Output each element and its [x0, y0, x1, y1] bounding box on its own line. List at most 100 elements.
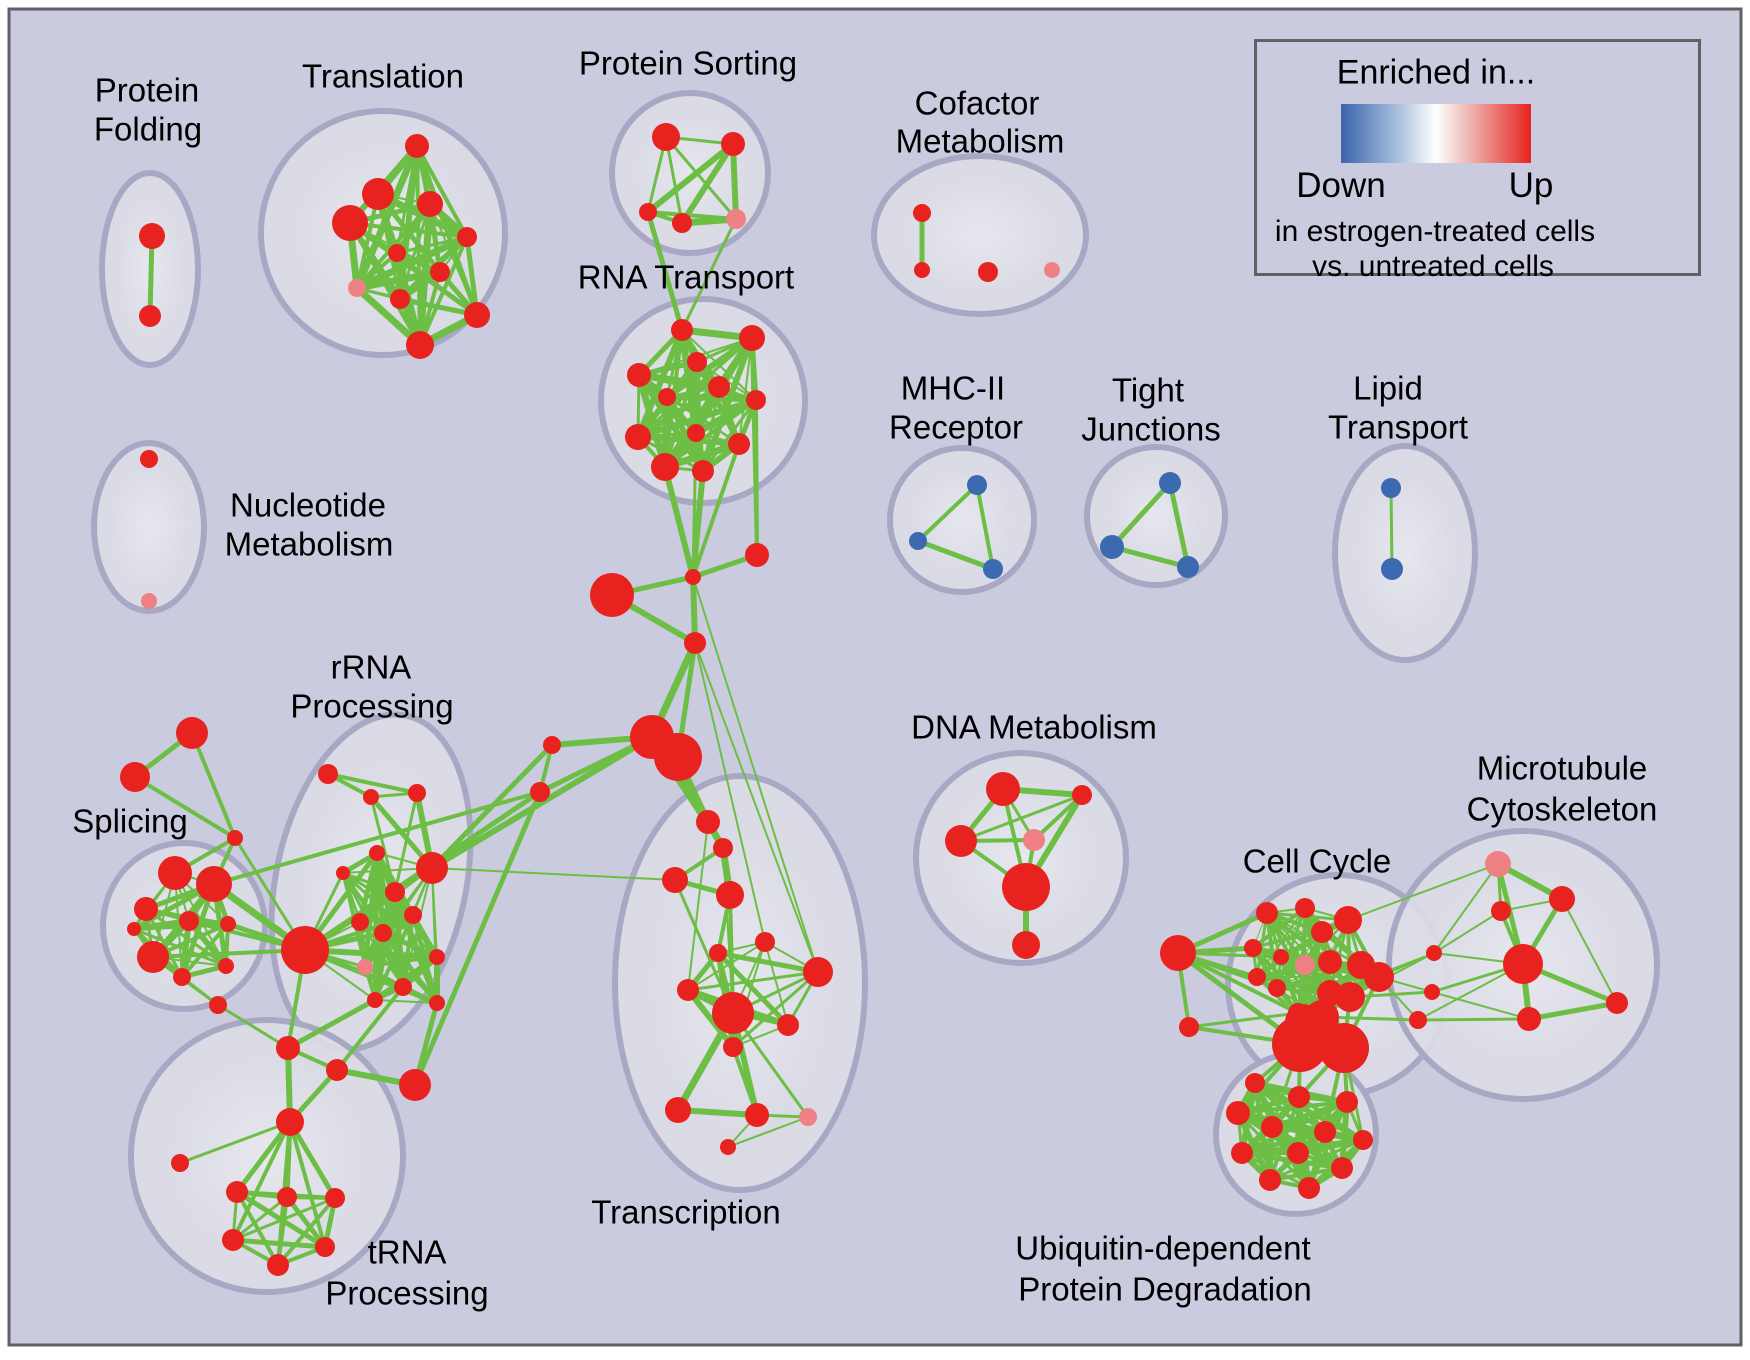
network-edge — [915, 538, 996, 572]
network-node-c2 — [530, 782, 550, 802]
network-node-rt5 — [708, 376, 730, 398]
network-node-rt7 — [746, 390, 766, 410]
network-edge — [151, 948, 307, 959]
network-node-u6 — [1314, 1121, 1336, 1143]
network-node-t1 — [405, 134, 429, 158]
network-node-d6 — [1012, 931, 1040, 959]
network-edge — [635, 327, 685, 440]
network-node-tri2 — [120, 762, 150, 792]
cluster-label: Microtubule — [1477, 750, 1648, 787]
network-node-d1 — [986, 772, 1020, 806]
network-node-mt7 — [1409, 1011, 1427, 1029]
network-node-h1 — [226, 1181, 248, 1203]
network-edge — [380, 930, 440, 960]
cluster-ellipse-mhc-ii-receptor — [887, 445, 1037, 595]
network-edge — [284, 1194, 328, 1250]
network-edge — [353, 284, 424, 349]
network-edge — [353, 268, 444, 292]
network-edge — [679, 141, 736, 226]
network-edge — [132, 927, 228, 968]
network-edge — [664, 335, 755, 400]
network-edge — [692, 576, 819, 973]
network-node-tx1 — [696, 810, 720, 834]
network-edge — [415, 144, 469, 239]
network-node-r4 — [416, 852, 448, 884]
network-edge — [1526, 1000, 1620, 1022]
network-edge — [694, 642, 766, 943]
network-edge — [731, 970, 820, 1049]
network-node-c1 — [543, 736, 561, 754]
network-edge — [635, 371, 669, 471]
network-edge — [1295, 1137, 1366, 1156]
network-edge — [380, 930, 440, 1006]
network-node-rt6 — [658, 388, 676, 406]
network-node-h4 — [222, 1229, 244, 1251]
network-node-th — [276, 1108, 304, 1136]
network-edge — [397, 296, 480, 318]
network-node-u5 — [1261, 1116, 1283, 1138]
network-node-tx9 — [712, 992, 754, 1034]
cluster-label: DNA Metabolism — [911, 709, 1157, 746]
network-edge — [690, 574, 698, 646]
network-edge — [664, 135, 684, 225]
network-node-j3 — [684, 632, 706, 654]
network-node-t2 — [362, 178, 394, 210]
network-node-h3 — [325, 1188, 345, 1208]
network-node-mt5 — [1426, 945, 1442, 961]
network-edge — [975, 483, 995, 571]
cluster-label: RNA Transport — [578, 259, 794, 296]
network-node-mt3 — [1491, 901, 1511, 921]
network-node-mb3 — [983, 559, 1003, 579]
network-node-tx2 — [713, 838, 733, 858]
network-edge — [687, 941, 766, 991]
network-edge — [731, 1011, 810, 1119]
network-node-r6 — [336, 866, 350, 880]
network-node-t8 — [348, 279, 366, 297]
network-edge — [685, 987, 736, 1050]
network-edge — [738, 337, 753, 445]
network-edge — [234, 1119, 293, 1195]
network-node-to1 — [171, 1154, 189, 1172]
cluster-label: Transcription — [591, 1194, 781, 1231]
network-node-s8 — [218, 958, 234, 974]
network-node-r18 — [399, 1069, 431, 1101]
network-node-cc10 — [1364, 962, 1394, 992]
network-node-hub2 — [654, 733, 702, 781]
network-edge — [1239, 1129, 1328, 1156]
network-node-d4 — [1023, 829, 1045, 851]
network-node-r16 — [276, 1036, 300, 1060]
network-node-mt6 — [1424, 984, 1440, 1000]
network-node-r2 — [363, 789, 379, 805]
network-edge — [664, 394, 759, 403]
cluster-label: Protein — [95, 72, 200, 109]
cluster-label: Processing — [325, 1275, 488, 1312]
network-node-t6 — [388, 244, 406, 262]
network-node-r12 — [429, 949, 445, 965]
network-node-t7 — [430, 262, 450, 282]
network-node-rt8 — [687, 424, 705, 442]
cluster-ellipse-cofactor-metabolism — [871, 153, 1089, 317]
network-edge — [730, 141, 739, 222]
network-node-r11 — [357, 959, 373, 975]
network-node-u7 — [1353, 1130, 1373, 1150]
network-edge — [147, 233, 155, 319]
network-edge — [764, 941, 789, 1026]
network-edge — [1236, 1100, 1349, 1115]
network-node-rt3 — [687, 352, 707, 372]
network-node-r10 — [374, 924, 392, 942]
network-edge — [412, 789, 543, 1088]
network-edge — [1433, 910, 1502, 954]
network-edge — [687, 821, 709, 991]
legend-subtitle-line1: in estrogen-treated cells — [1274, 215, 1596, 248]
network-node-s9 — [127, 922, 141, 936]
network-node-pf2 — [139, 305, 161, 327]
network-edge — [1389, 486, 1394, 571]
cluster-label: Transport — [1328, 409, 1468, 446]
network-edge — [635, 397, 759, 440]
network-edge — [680, 217, 738, 332]
network-edge — [380, 930, 406, 990]
cluster-label: Ubiquitin-dependent — [1015, 1230, 1310, 1267]
network-node-cc7 — [1295, 955, 1315, 975]
